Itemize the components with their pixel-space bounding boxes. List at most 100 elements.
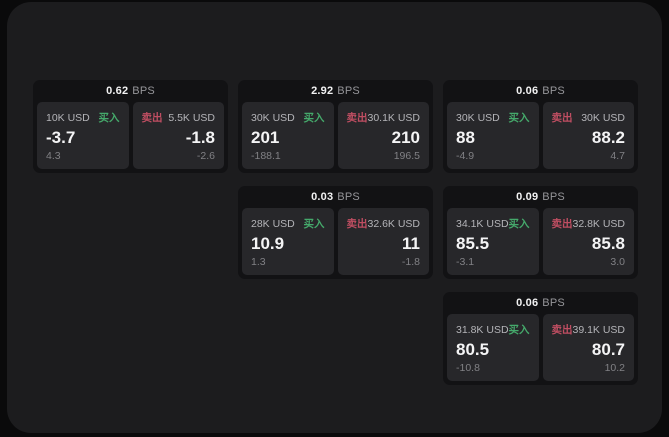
buy-price: 88 [456, 128, 475, 147]
buy-price: 10.9 [251, 234, 285, 253]
sell-label: 卖出 [141, 112, 163, 124]
buy-price: 201 [251, 128, 280, 147]
buy-panel-top: 30K USD 买入 [456, 110, 530, 125]
buy-label: 买入 [508, 324, 530, 336]
buy-amount: 30K USD [251, 111, 295, 124]
sell-quote-panel[interactable]: 卖出 30K USD 88.2 4.7 [542, 102, 634, 169]
quote-grid: 0.62 BPS 10K USD 买入 -3.7 4.3 卖出 5.5K USD [33, 80, 638, 385]
sell-sub-value: 10.2 [604, 362, 625, 374]
buy-quote-panel[interactable]: 34.1K USD 买入 85.5 -3.1 [447, 208, 539, 275]
sell-panel-top: 卖出 30K USD [552, 110, 626, 125]
quote-card-4: 0.03 BPS 28K USD 买入 10.9 1.3 卖出 32.6K US… [238, 186, 433, 279]
sell-panel-top: 卖出 39.1K USD [552, 322, 626, 337]
sell-label: 卖出 [551, 112, 573, 124]
buy-quote-panel[interactable]: 10K USD 买入 -3.7 4.3 [37, 102, 129, 169]
sell-panel-top: 卖出 30.1K USD [347, 110, 421, 125]
sell-amount: 30.1K USD [367, 111, 421, 124]
sell-sub-value: 4.7 [610, 150, 625, 162]
bps-unit-label: BPS [337, 191, 360, 203]
buy-quote-panel[interactable]: 31.8K USD 买入 80.5 -10.8 [447, 314, 539, 381]
quote-card-2: 2.92 BPS 30K USD 买入 201 -188.1 卖出 30.1K … [238, 80, 433, 173]
buy-label: 买入 [303, 112, 325, 124]
buy-price: 85.5 [456, 234, 490, 253]
bps-value: 0.03 [311, 191, 334, 203]
buy-quote-panel[interactable]: 30K USD 买入 201 -188.1 [242, 102, 334, 169]
sell-amount: 32.6K USD [367, 217, 421, 230]
sell-quote-panel[interactable]: 卖出 39.1K USD 80.7 10.2 [542, 314, 634, 381]
card-header: 2.92 BPS [238, 80, 433, 102]
quote-card-6: 0.06 BPS 31.8K USD 买入 80.5 -10.8 卖出 39.1… [443, 292, 638, 385]
buy-price: -3.7 [46, 128, 76, 147]
buy-sub-value: 1.3 [251, 256, 266, 268]
card-header: 0.62 BPS [33, 80, 228, 102]
sell-panel-top: 卖出 32.8K USD [552, 216, 626, 231]
sell-panel-top: 卖出 5.5K USD [142, 110, 216, 125]
bps-unit-label: BPS [542, 191, 565, 203]
quote-panels: 28K USD 买入 10.9 1.3 卖出 32.6K USD 11 -1.8 [238, 208, 433, 279]
buy-amount: 10K USD [46, 111, 90, 124]
buy-label: 买入 [303, 218, 325, 230]
buy-sub-value: -188.1 [251, 150, 281, 162]
sell-price: -1.8 [185, 128, 215, 147]
sell-price: 85.8 [591, 234, 625, 253]
sell-label: 卖出 [551, 218, 573, 230]
card-header: 0.03 BPS [238, 186, 433, 208]
buy-panel-top: 30K USD 买入 [251, 110, 325, 125]
buy-label: 买入 [98, 112, 120, 124]
quote-card-5: 0.09 BPS 34.1K USD 买入 85.5 -3.1 卖出 32.8K… [443, 186, 638, 279]
bps-unit-label: BPS [337, 85, 360, 97]
sell-quote-panel[interactable]: 卖出 5.5K USD -1.8 -2.6 [132, 102, 224, 169]
buy-sub-value: -3.1 [456, 256, 475, 268]
buy-sub-value: 4.3 [46, 150, 61, 162]
sell-sub-value: 3.0 [610, 256, 625, 268]
sell-sub-value: -2.6 [196, 150, 215, 162]
buy-label: 买入 [508, 112, 530, 124]
card-header: 0.06 BPS [443, 292, 638, 314]
bps-value: 0.06 [516, 85, 539, 97]
card-header: 0.09 BPS [443, 186, 638, 208]
buy-panel-top: 10K USD 买入 [46, 110, 120, 125]
buy-quote-panel[interactable]: 28K USD 买入 10.9 1.3 [242, 208, 334, 275]
buy-amount: 34.1K USD [456, 217, 509, 230]
sell-quote-panel[interactable]: 卖出 32.8K USD 85.8 3.0 [542, 208, 634, 275]
quote-card-3: 0.06 BPS 30K USD 买入 88 -4.9 卖出 30K USD [443, 80, 638, 173]
buy-sub-value: -4.9 [456, 150, 475, 162]
buy-amount: 31.8K USD [456, 323, 509, 336]
buy-price: 80.5 [456, 340, 490, 359]
sell-amount: 32.8K USD [572, 217, 626, 230]
buy-quote-panel[interactable]: 30K USD 买入 88 -4.9 [447, 102, 539, 169]
quote-panels: 31.8K USD 买入 80.5 -10.8 卖出 39.1K USD 80.… [443, 314, 638, 385]
card-header: 0.06 BPS [443, 80, 638, 102]
sell-amount: 39.1K USD [572, 323, 626, 336]
buy-amount: 28K USD [251, 217, 295, 230]
sell-price: 80.7 [591, 340, 625, 359]
bps-unit-label: BPS [132, 85, 155, 97]
sell-price: 88.2 [591, 128, 625, 147]
sell-amount: 5.5K USD [168, 111, 215, 124]
buy-panel-top: 28K USD 买入 [251, 216, 325, 231]
sell-amount: 30K USD [581, 111, 625, 124]
quote-card-1: 0.62 BPS 10K USD 买入 -3.7 4.3 卖出 5.5K USD [33, 80, 228, 173]
app-panel: 0.62 BPS 10K USD 买入 -3.7 4.3 卖出 5.5K USD [7, 2, 662, 433]
quote-panels: 10K USD 买入 -3.7 4.3 卖出 5.5K USD -1.8 -2.… [33, 102, 228, 173]
quote-panels: 30K USD 买入 201 -188.1 卖出 30.1K USD 210 1… [238, 102, 433, 173]
bps-unit-label: BPS [542, 85, 565, 97]
quote-panels: 30K USD 买入 88 -4.9 卖出 30K USD 88.2 4.7 [443, 102, 638, 173]
sell-sub-value: -1.8 [401, 256, 420, 268]
buy-amount: 30K USD [456, 111, 500, 124]
sell-label: 卖出 [551, 324, 573, 336]
bps-value: 2.92 [311, 85, 334, 97]
buy-panel-top: 31.8K USD 买入 [456, 322, 530, 337]
buy-panel-top: 34.1K USD 买入 [456, 216, 530, 231]
sell-price: 210 [391, 128, 420, 147]
sell-sub-value: 196.5 [393, 150, 420, 162]
buy-label: 买入 [508, 218, 530, 230]
sell-panel-top: 卖出 32.6K USD [347, 216, 421, 231]
quote-panels: 34.1K USD 买入 85.5 -3.1 卖出 32.8K USD 85.8… [443, 208, 638, 279]
bps-unit-label: BPS [542, 297, 565, 309]
sell-quote-panel[interactable]: 卖出 30.1K USD 210 196.5 [337, 102, 429, 169]
sell-quote-panel[interactable]: 卖出 32.6K USD 11 -1.8 [337, 208, 429, 275]
sell-label: 卖出 [346, 112, 368, 124]
sell-price: 11 [402, 234, 420, 253]
bps-value: 0.06 [516, 297, 539, 309]
